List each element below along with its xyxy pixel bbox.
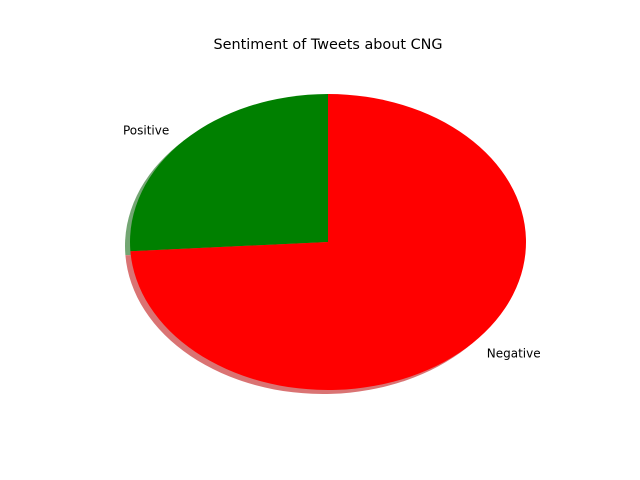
slice-positive (130, 94, 328, 252)
pie-labels: Positive Negative (123, 124, 541, 361)
slice-label-negative: Negative (487, 346, 541, 360)
slice-label-positive: Positive (123, 124, 169, 138)
slice-negative (130, 94, 526, 390)
chart-title: Sentiment of Tweets about CNG (213, 37, 442, 53)
pie-slices (130, 94, 526, 390)
